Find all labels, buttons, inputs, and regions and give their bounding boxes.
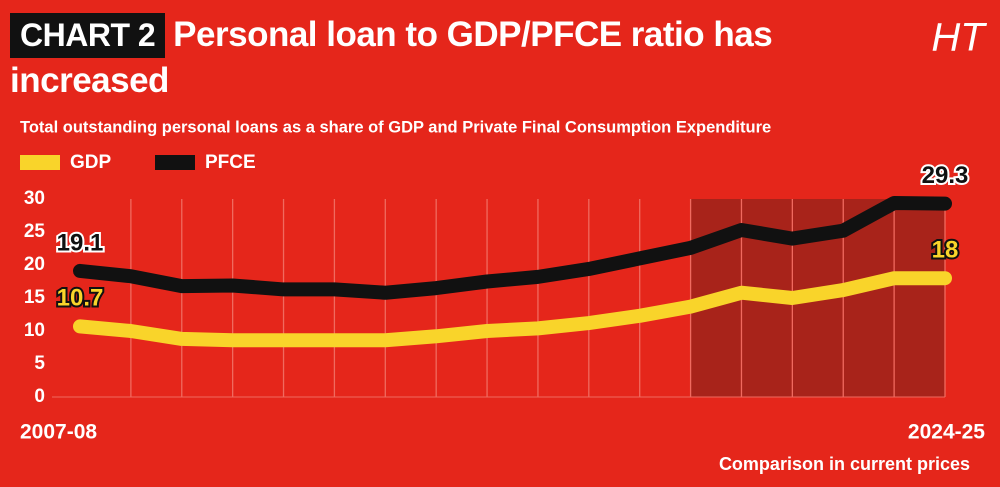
y-tick-label: 0 — [34, 386, 45, 407]
value-label: 29.3 — [922, 162, 969, 189]
y-tick-label: 10 — [24, 320, 45, 341]
legend-swatch — [20, 155, 60, 170]
value-label: 18 — [932, 237, 959, 264]
y-tick-label: 15 — [24, 287, 46, 308]
legend-label: GDP — [70, 152, 112, 173]
chart-title: Personal loan to GDP/PFCE ratio has incr… — [10, 15, 773, 100]
badge: CHART 2 — [10, 13, 166, 58]
y-tick-label: 30 — [24, 188, 45, 209]
legend-label: PFCE — [205, 152, 256, 173]
series-line — [73, 271, 952, 348]
title-block: CHART 2 Personal loan to GDP/PFCE ratio h… — [10, 12, 910, 103]
note: Comparison in current prices — [719, 454, 970, 474]
subtitle: Total outstanding personal loans as a sh… — [20, 118, 771, 136]
y-tick-label: 25 — [24, 221, 46, 242]
logo: HT — [931, 16, 987, 60]
x-tick-label: 2007-08 — [20, 421, 97, 444]
legend-swatch — [155, 155, 195, 170]
value-label: 19.1 — [57, 229, 104, 256]
value-label: 10.7 — [57, 285, 104, 312]
series-line — [73, 195, 952, 300]
y-tick-label: 20 — [24, 254, 45, 275]
x-tick-label: 2024-25 — [908, 421, 985, 444]
y-tick-label: 5 — [34, 353, 45, 374]
